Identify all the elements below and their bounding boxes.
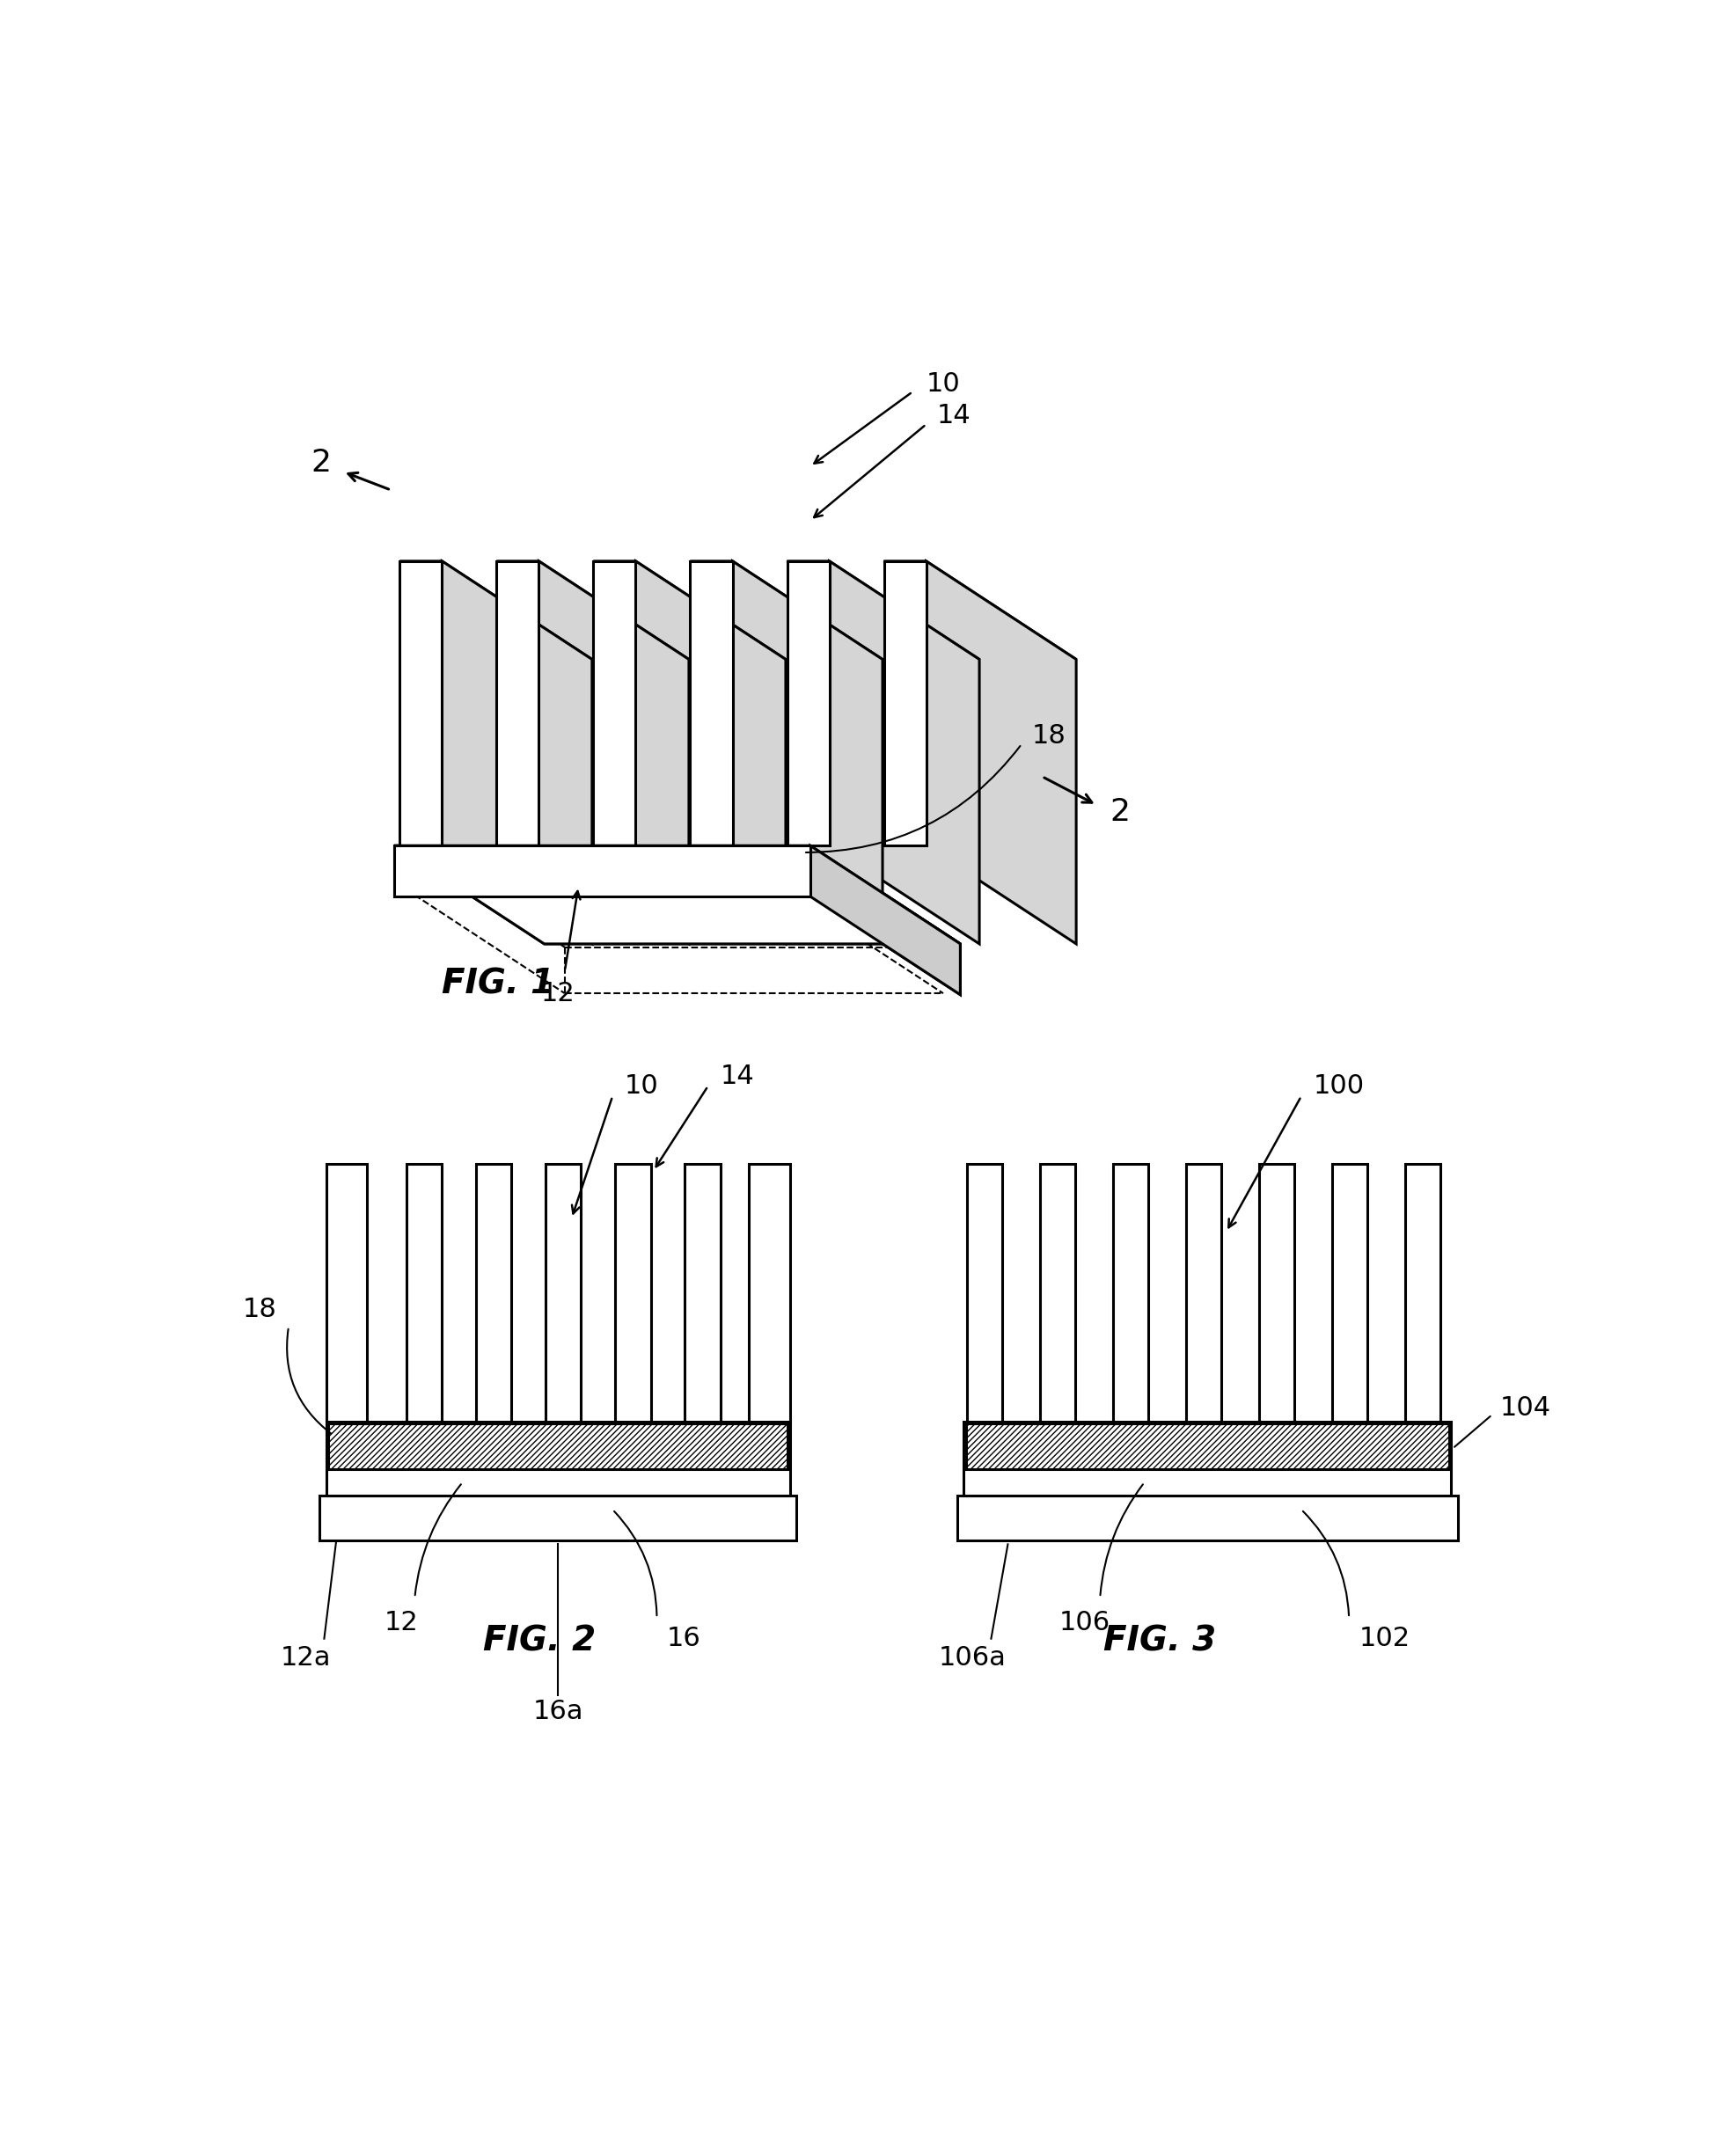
Text: 12a: 12a	[279, 1645, 332, 1670]
Polygon shape	[394, 846, 811, 897]
Bar	[967, 1164, 1003, 1420]
Text: 12: 12	[384, 1611, 418, 1636]
Bar	[1186, 1164, 1222, 1420]
Bar	[1332, 1164, 1368, 1420]
Bar	[957, 1495, 1458, 1540]
Bar	[406, 1164, 443, 1420]
Polygon shape	[399, 562, 443, 846]
Text: FIG. 2: FIG. 2	[483, 1625, 595, 1658]
Text: 16a: 16a	[533, 1698, 583, 1724]
Text: FIG. 3: FIG. 3	[1104, 1625, 1217, 1658]
Polygon shape	[830, 562, 979, 944]
Bar	[1113, 1164, 1149, 1420]
Bar	[476, 1164, 512, 1420]
Bar	[615, 1164, 651, 1420]
Text: FIG. 1: FIG. 1	[443, 968, 556, 1002]
Polygon shape	[538, 562, 689, 944]
Polygon shape	[399, 562, 592, 660]
Text: 100: 100	[1314, 1074, 1364, 1098]
Bar	[326, 1164, 366, 1420]
Text: 16: 16	[667, 1625, 701, 1651]
Polygon shape	[927, 562, 1076, 944]
Bar	[319, 1495, 797, 1540]
Text: 14: 14	[720, 1064, 755, 1089]
Bar	[326, 1420, 790, 1495]
Bar	[545, 1164, 582, 1420]
Text: 18: 18	[1031, 724, 1066, 750]
Polygon shape	[594, 562, 635, 846]
Polygon shape	[884, 562, 1076, 660]
Text: 12: 12	[542, 980, 575, 1006]
Bar	[963, 1420, 1451, 1495]
Bar	[328, 1423, 788, 1470]
Polygon shape	[884, 562, 927, 846]
Text: 14: 14	[936, 404, 970, 427]
Text: 18: 18	[243, 1297, 278, 1322]
Polygon shape	[443, 562, 592, 944]
Polygon shape	[786, 562, 830, 846]
Text: 10: 10	[625, 1074, 660, 1098]
Text: 106: 106	[1059, 1611, 1109, 1636]
Text: 102: 102	[1359, 1625, 1410, 1651]
Polygon shape	[635, 562, 786, 944]
Text: 2: 2	[311, 449, 332, 478]
Polygon shape	[496, 562, 538, 846]
Bar	[1259, 1164, 1295, 1420]
Polygon shape	[691, 562, 882, 660]
Polygon shape	[496, 562, 689, 660]
Polygon shape	[691, 562, 733, 846]
Polygon shape	[594, 562, 786, 660]
Bar	[1404, 1164, 1441, 1420]
Text: 106a: 106a	[939, 1645, 1007, 1670]
Bar	[684, 1164, 720, 1420]
Bar	[1040, 1164, 1076, 1420]
Polygon shape	[811, 846, 960, 995]
Text: 104: 104	[1500, 1395, 1552, 1420]
Text: 10: 10	[927, 372, 960, 397]
Polygon shape	[394, 846, 960, 944]
Bar	[748, 1164, 790, 1420]
Text: 2: 2	[1111, 797, 1130, 827]
Polygon shape	[394, 846, 960, 944]
Polygon shape	[811, 846, 960, 995]
Polygon shape	[733, 562, 882, 944]
Polygon shape	[786, 562, 979, 660]
Polygon shape	[394, 846, 811, 897]
Bar	[965, 1423, 1450, 1470]
